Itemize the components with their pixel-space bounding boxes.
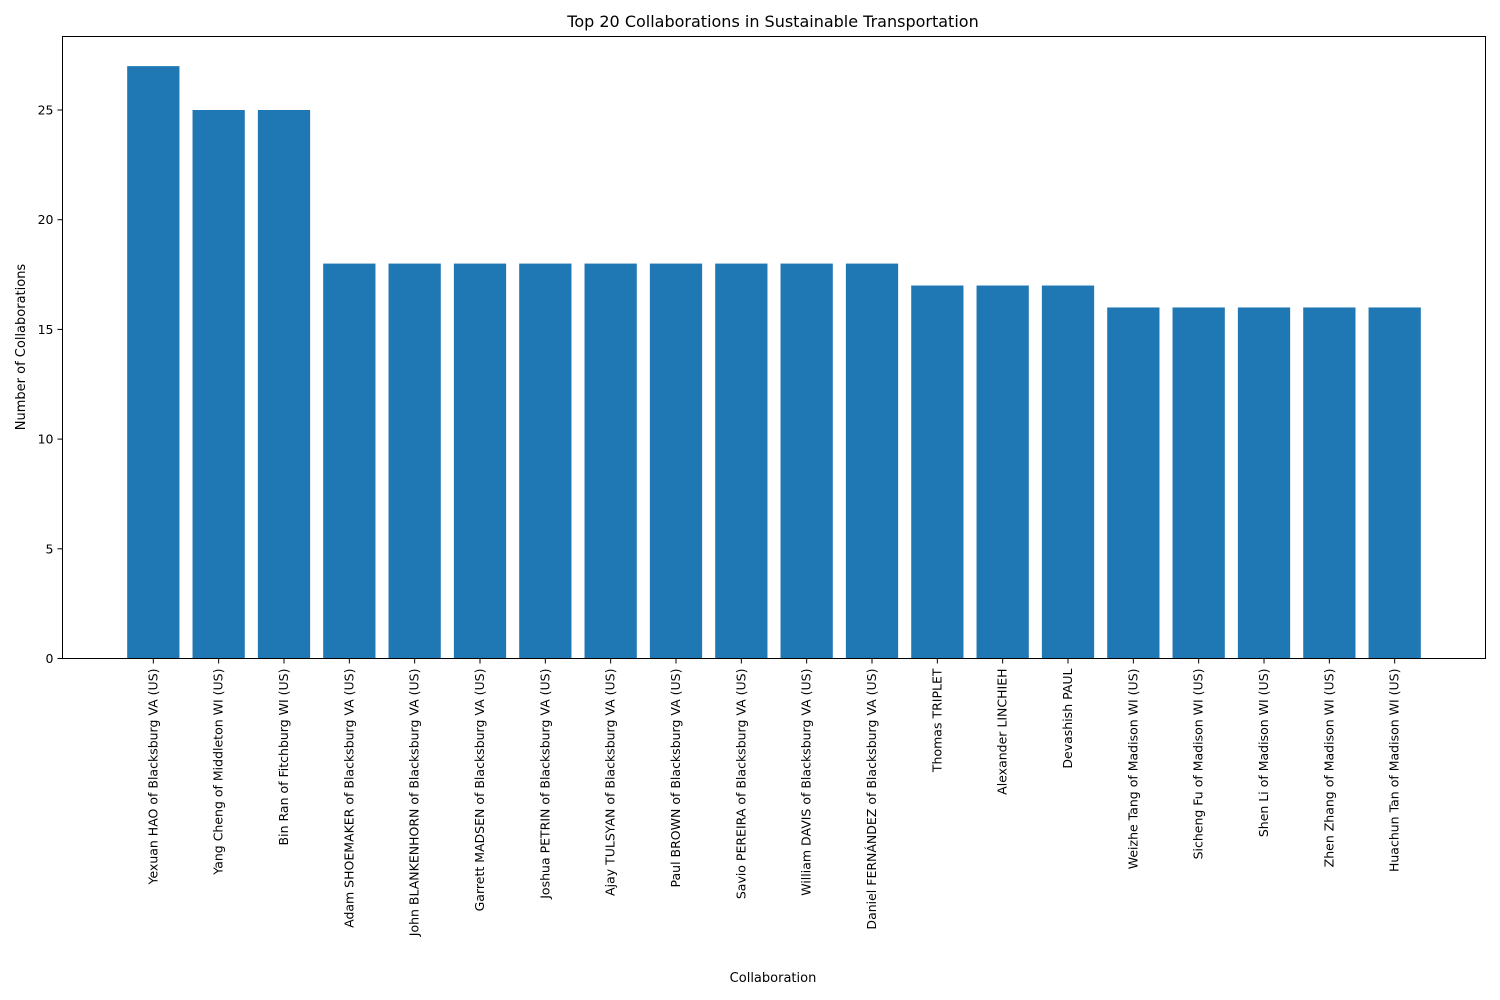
y-tick-label: 0 bbox=[46, 651, 54, 666]
x-tick-label: Yang Cheng of Middleton WI (US) bbox=[211, 669, 226, 876]
x-tick-label: Alexander LINCHIEH bbox=[995, 669, 1010, 795]
x-axis: Yexuan HAO of Blacksburg VA (US) Yang Che… bbox=[145, 659, 1401, 938]
x-tick-label: John BLANKENHORN of Blacksburg VA (US) bbox=[407, 669, 422, 938]
bar bbox=[715, 264, 767, 659]
bars-group bbox=[127, 66, 1421, 658]
y-axis-label: Number of Collaborations bbox=[14, 264, 29, 431]
bar bbox=[977, 286, 1029, 659]
x-tick-label: Bin Ran of Fitchburg WI (US) bbox=[276, 669, 291, 846]
x-tick-label: Shen Li of Madison WI (US) bbox=[1256, 669, 1271, 838]
x-tick-label: Ajay TULSYAN of Blacksburg VA (US) bbox=[603, 669, 618, 896]
x-tick-label: Devashish PAUL bbox=[1060, 668, 1075, 768]
x-tick-label: Zhen Zhang of Madison WI (US) bbox=[1321, 669, 1336, 868]
x-tick-label: Weizhe Tang of Madison WI (US) bbox=[1125, 669, 1140, 870]
chart-title: Top 20 Collaborations in Sustainable Tra… bbox=[566, 12, 978, 31]
y-tick-label: 5 bbox=[46, 541, 54, 556]
bar bbox=[781, 264, 833, 659]
y-tick-label: 15 bbox=[38, 322, 54, 337]
x-tick-label: Joshua PETRIN of Blacksburg VA (US) bbox=[537, 669, 552, 900]
x-tick-label: Garrett MADSEN of Blacksburg VA (US) bbox=[472, 669, 487, 912]
bar bbox=[846, 264, 898, 659]
x-tick-label: Adam SHOEMAKER of Blacksburg VA (US) bbox=[341, 669, 356, 928]
bar bbox=[1238, 307, 1290, 658]
y-tick-label: 20 bbox=[38, 212, 54, 227]
x-tick-label: Savio PEREIRA of Blacksburg VA (US) bbox=[733, 669, 748, 900]
bar bbox=[1042, 286, 1094, 659]
y-tick-label: 25 bbox=[38, 102, 54, 117]
bar bbox=[127, 66, 179, 658]
bar bbox=[650, 264, 702, 659]
y-axis: 0 5 10 15 20 25 bbox=[38, 102, 63, 666]
y-tick-label: 10 bbox=[38, 432, 54, 447]
bar bbox=[258, 110, 310, 659]
bar bbox=[1369, 307, 1421, 658]
bar bbox=[323, 264, 375, 659]
x-axis-label: Collaboration bbox=[730, 971, 817, 986]
bar bbox=[389, 264, 441, 659]
bar bbox=[911, 286, 963, 659]
x-tick-label: Paul BROWN of Blacksburg VA (US) bbox=[668, 669, 683, 888]
bar bbox=[454, 264, 506, 659]
x-tick-label: Thomas TRIPLET bbox=[929, 668, 944, 773]
bar bbox=[585, 264, 637, 659]
bar bbox=[519, 264, 571, 659]
bar bbox=[193, 110, 245, 659]
x-tick-label: Sicheng Fu of Madison WI (US) bbox=[1191, 669, 1206, 860]
bar bbox=[1303, 307, 1355, 658]
x-tick-label: William DAVIS of Blacksburg VA (US) bbox=[799, 669, 814, 896]
bar bbox=[1173, 307, 1225, 658]
bar bbox=[1107, 307, 1159, 658]
x-tick-label: Daniel FERNÁNDEZ of Blacksburg VA (US) bbox=[864, 669, 879, 930]
x-tick-label: Huachun Tan of Madison WI (US) bbox=[1387, 669, 1402, 873]
x-tick-label: Yexuan HAO of Blacksburg VA (US) bbox=[145, 669, 160, 886]
